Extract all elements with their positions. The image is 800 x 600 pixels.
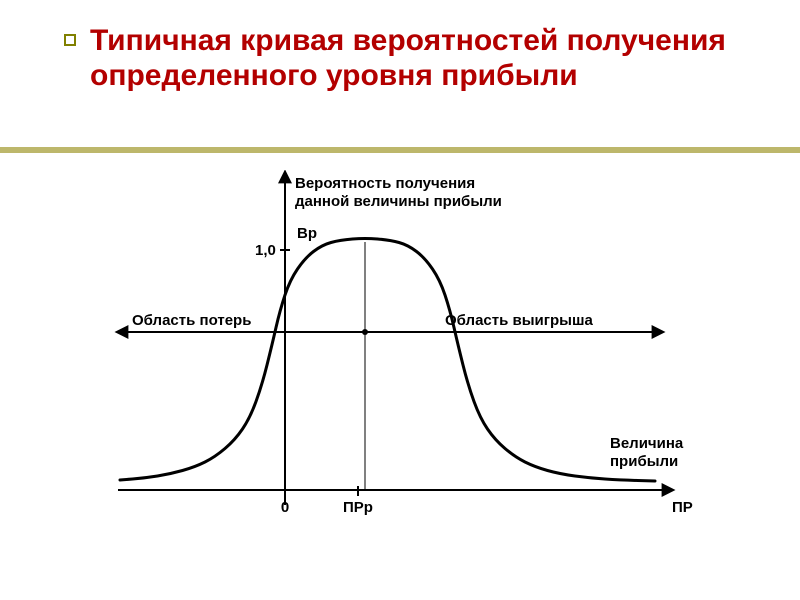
title-rule	[0, 140, 800, 146]
svg-text:данной величины прибыли: данной величины прибыли	[295, 193, 502, 210]
svg-text:Вр: Вр	[297, 225, 317, 242]
slide-title: Типичная кривая вероятностей получения о…	[90, 24, 730, 93]
svg-text:0: 0	[281, 499, 289, 516]
title-bullet-icon	[64, 34, 76, 46]
svg-text:ПРр: ПРр	[343, 499, 373, 516]
svg-text:Вероятность получения: Вероятность получения	[295, 175, 475, 192]
probability-curve-chart: Вероятность полученияданной величины при…	[100, 170, 700, 560]
svg-text:1,0: 1,0	[255, 242, 276, 259]
svg-text:прибыли: прибыли	[610, 453, 678, 470]
svg-text:Область выигрыша: Область выигрыша	[445, 312, 593, 329]
svg-text:Величина: Величина	[610, 435, 684, 452]
svg-text:Область потерь: Область потерь	[132, 312, 251, 329]
svg-text:ПР: ПР	[672, 499, 693, 516]
